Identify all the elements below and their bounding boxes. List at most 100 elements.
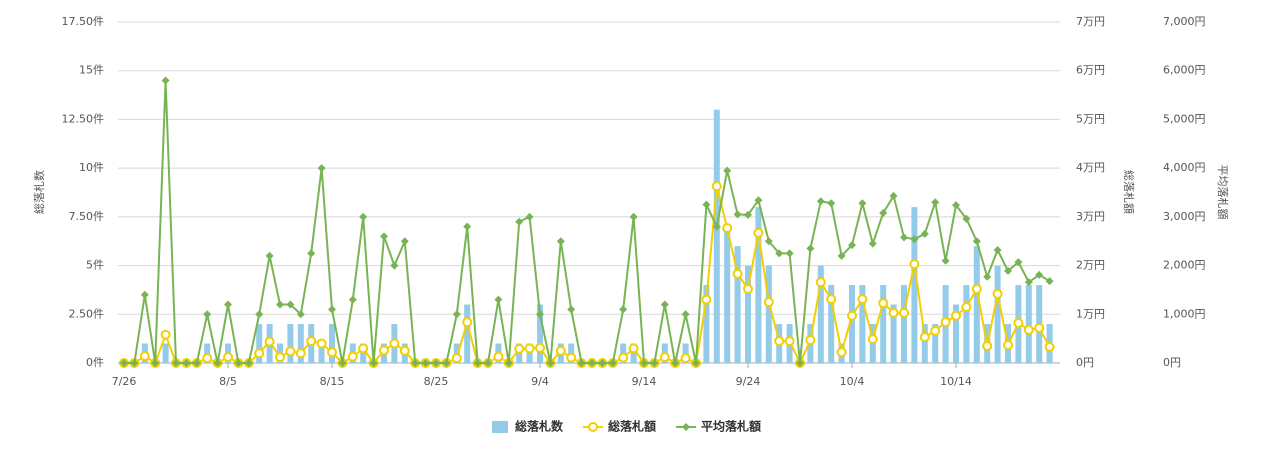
point bbox=[327, 347, 337, 358]
point bbox=[993, 245, 1002, 254]
bar bbox=[817, 265, 824, 363]
bar bbox=[162, 343, 169, 363]
point bbox=[295, 348, 306, 359]
point bbox=[805, 335, 816, 346]
y3-tick-label: 7,000円 bbox=[1163, 15, 1206, 28]
point bbox=[671, 359, 680, 367]
point bbox=[514, 343, 525, 354]
point bbox=[525, 212, 534, 221]
point bbox=[223, 352, 233, 363]
point bbox=[172, 359, 180, 367]
point bbox=[711, 181, 722, 192]
point bbox=[858, 199, 867, 208]
point bbox=[484, 359, 492, 367]
point bbox=[888, 307, 899, 318]
point bbox=[827, 199, 836, 208]
point bbox=[182, 359, 191, 367]
point bbox=[899, 307, 909, 318]
y3-tick-label: 1,000円 bbox=[1163, 307, 1206, 320]
bar bbox=[745, 265, 751, 363]
bar bbox=[849, 285, 855, 363]
point bbox=[390, 261, 399, 270]
point bbox=[536, 310, 544, 319]
point bbox=[347, 351, 358, 362]
bar bbox=[287, 324, 294, 363]
point bbox=[535, 342, 545, 353]
point bbox=[951, 310, 961, 321]
point bbox=[796, 359, 804, 367]
legend: 総落札数 総落札額 平均落札額 bbox=[492, 419, 761, 434]
point bbox=[1023, 324, 1034, 335]
point bbox=[909, 259, 920, 270]
point bbox=[213, 359, 222, 367]
point bbox=[411, 359, 420, 367]
line bbox=[124, 80, 1051, 364]
point bbox=[961, 301, 972, 312]
x-tick-label: 10/14 bbox=[940, 375, 972, 388]
point bbox=[983, 272, 992, 281]
point bbox=[878, 298, 889, 309]
legend-label: 総落札数 bbox=[515, 419, 564, 434]
point bbox=[982, 340, 993, 351]
point bbox=[650, 359, 659, 367]
point bbox=[338, 359, 347, 367]
bar bbox=[755, 207, 762, 363]
point bbox=[826, 294, 837, 305]
point bbox=[847, 310, 857, 321]
bar bbox=[1025, 285, 1032, 363]
bar bbox=[953, 304, 959, 363]
point bbox=[265, 251, 274, 260]
legend-label: 総落札額 bbox=[608, 419, 656, 434]
point bbox=[941, 256, 950, 265]
point bbox=[442, 359, 451, 367]
y2-tick-label: 3万円 bbox=[1076, 210, 1105, 223]
point bbox=[192, 359, 201, 367]
point bbox=[774, 336, 785, 347]
y3-tick-label: 0円 bbox=[1163, 356, 1181, 369]
point bbox=[598, 359, 607, 367]
point bbox=[451, 353, 462, 364]
y-axis-title: 総落札数 bbox=[32, 170, 46, 214]
point bbox=[307, 249, 316, 258]
point bbox=[992, 288, 1003, 299]
point bbox=[930, 325, 941, 336]
point bbox=[608, 359, 617, 367]
point bbox=[264, 336, 275, 347]
point bbox=[588, 359, 596, 367]
bar bbox=[297, 324, 304, 363]
point bbox=[577, 359, 586, 367]
legend-swatch bbox=[492, 421, 508, 433]
point bbox=[494, 295, 503, 304]
point bbox=[702, 200, 711, 209]
point bbox=[524, 343, 535, 354]
bar bbox=[765, 265, 772, 363]
y-tick-label: 15件 bbox=[79, 64, 104, 77]
y3-tick-label: 4,000円 bbox=[1163, 161, 1206, 174]
bar bbox=[973, 246, 980, 363]
point bbox=[868, 239, 877, 248]
point bbox=[681, 310, 690, 319]
point bbox=[1044, 341, 1055, 352]
point bbox=[680, 353, 691, 364]
y-tick-label: 5件 bbox=[86, 259, 104, 272]
point bbox=[515, 217, 524, 226]
x-tick-label: 10/4 bbox=[840, 375, 865, 388]
point bbox=[161, 76, 170, 85]
point bbox=[1034, 322, 1045, 333]
y2-tick-label: 7万円 bbox=[1076, 15, 1105, 28]
y3-axis-title: 平均落札額 bbox=[1216, 165, 1229, 220]
point bbox=[285, 346, 296, 357]
x-tick-label: 9/14 bbox=[632, 375, 657, 388]
point bbox=[328, 305, 336, 314]
point bbox=[816, 197, 825, 206]
bar bbox=[911, 207, 918, 363]
point bbox=[879, 208, 888, 217]
point bbox=[296, 310, 305, 319]
x-tick-label: 7/26 bbox=[112, 375, 137, 388]
point bbox=[473, 359, 482, 367]
bar bbox=[963, 285, 970, 363]
y3-tick-label: 2,000円 bbox=[1163, 259, 1206, 272]
bar bbox=[932, 324, 939, 363]
x-tick-label: 9/4 bbox=[531, 375, 549, 388]
point bbox=[348, 295, 357, 304]
